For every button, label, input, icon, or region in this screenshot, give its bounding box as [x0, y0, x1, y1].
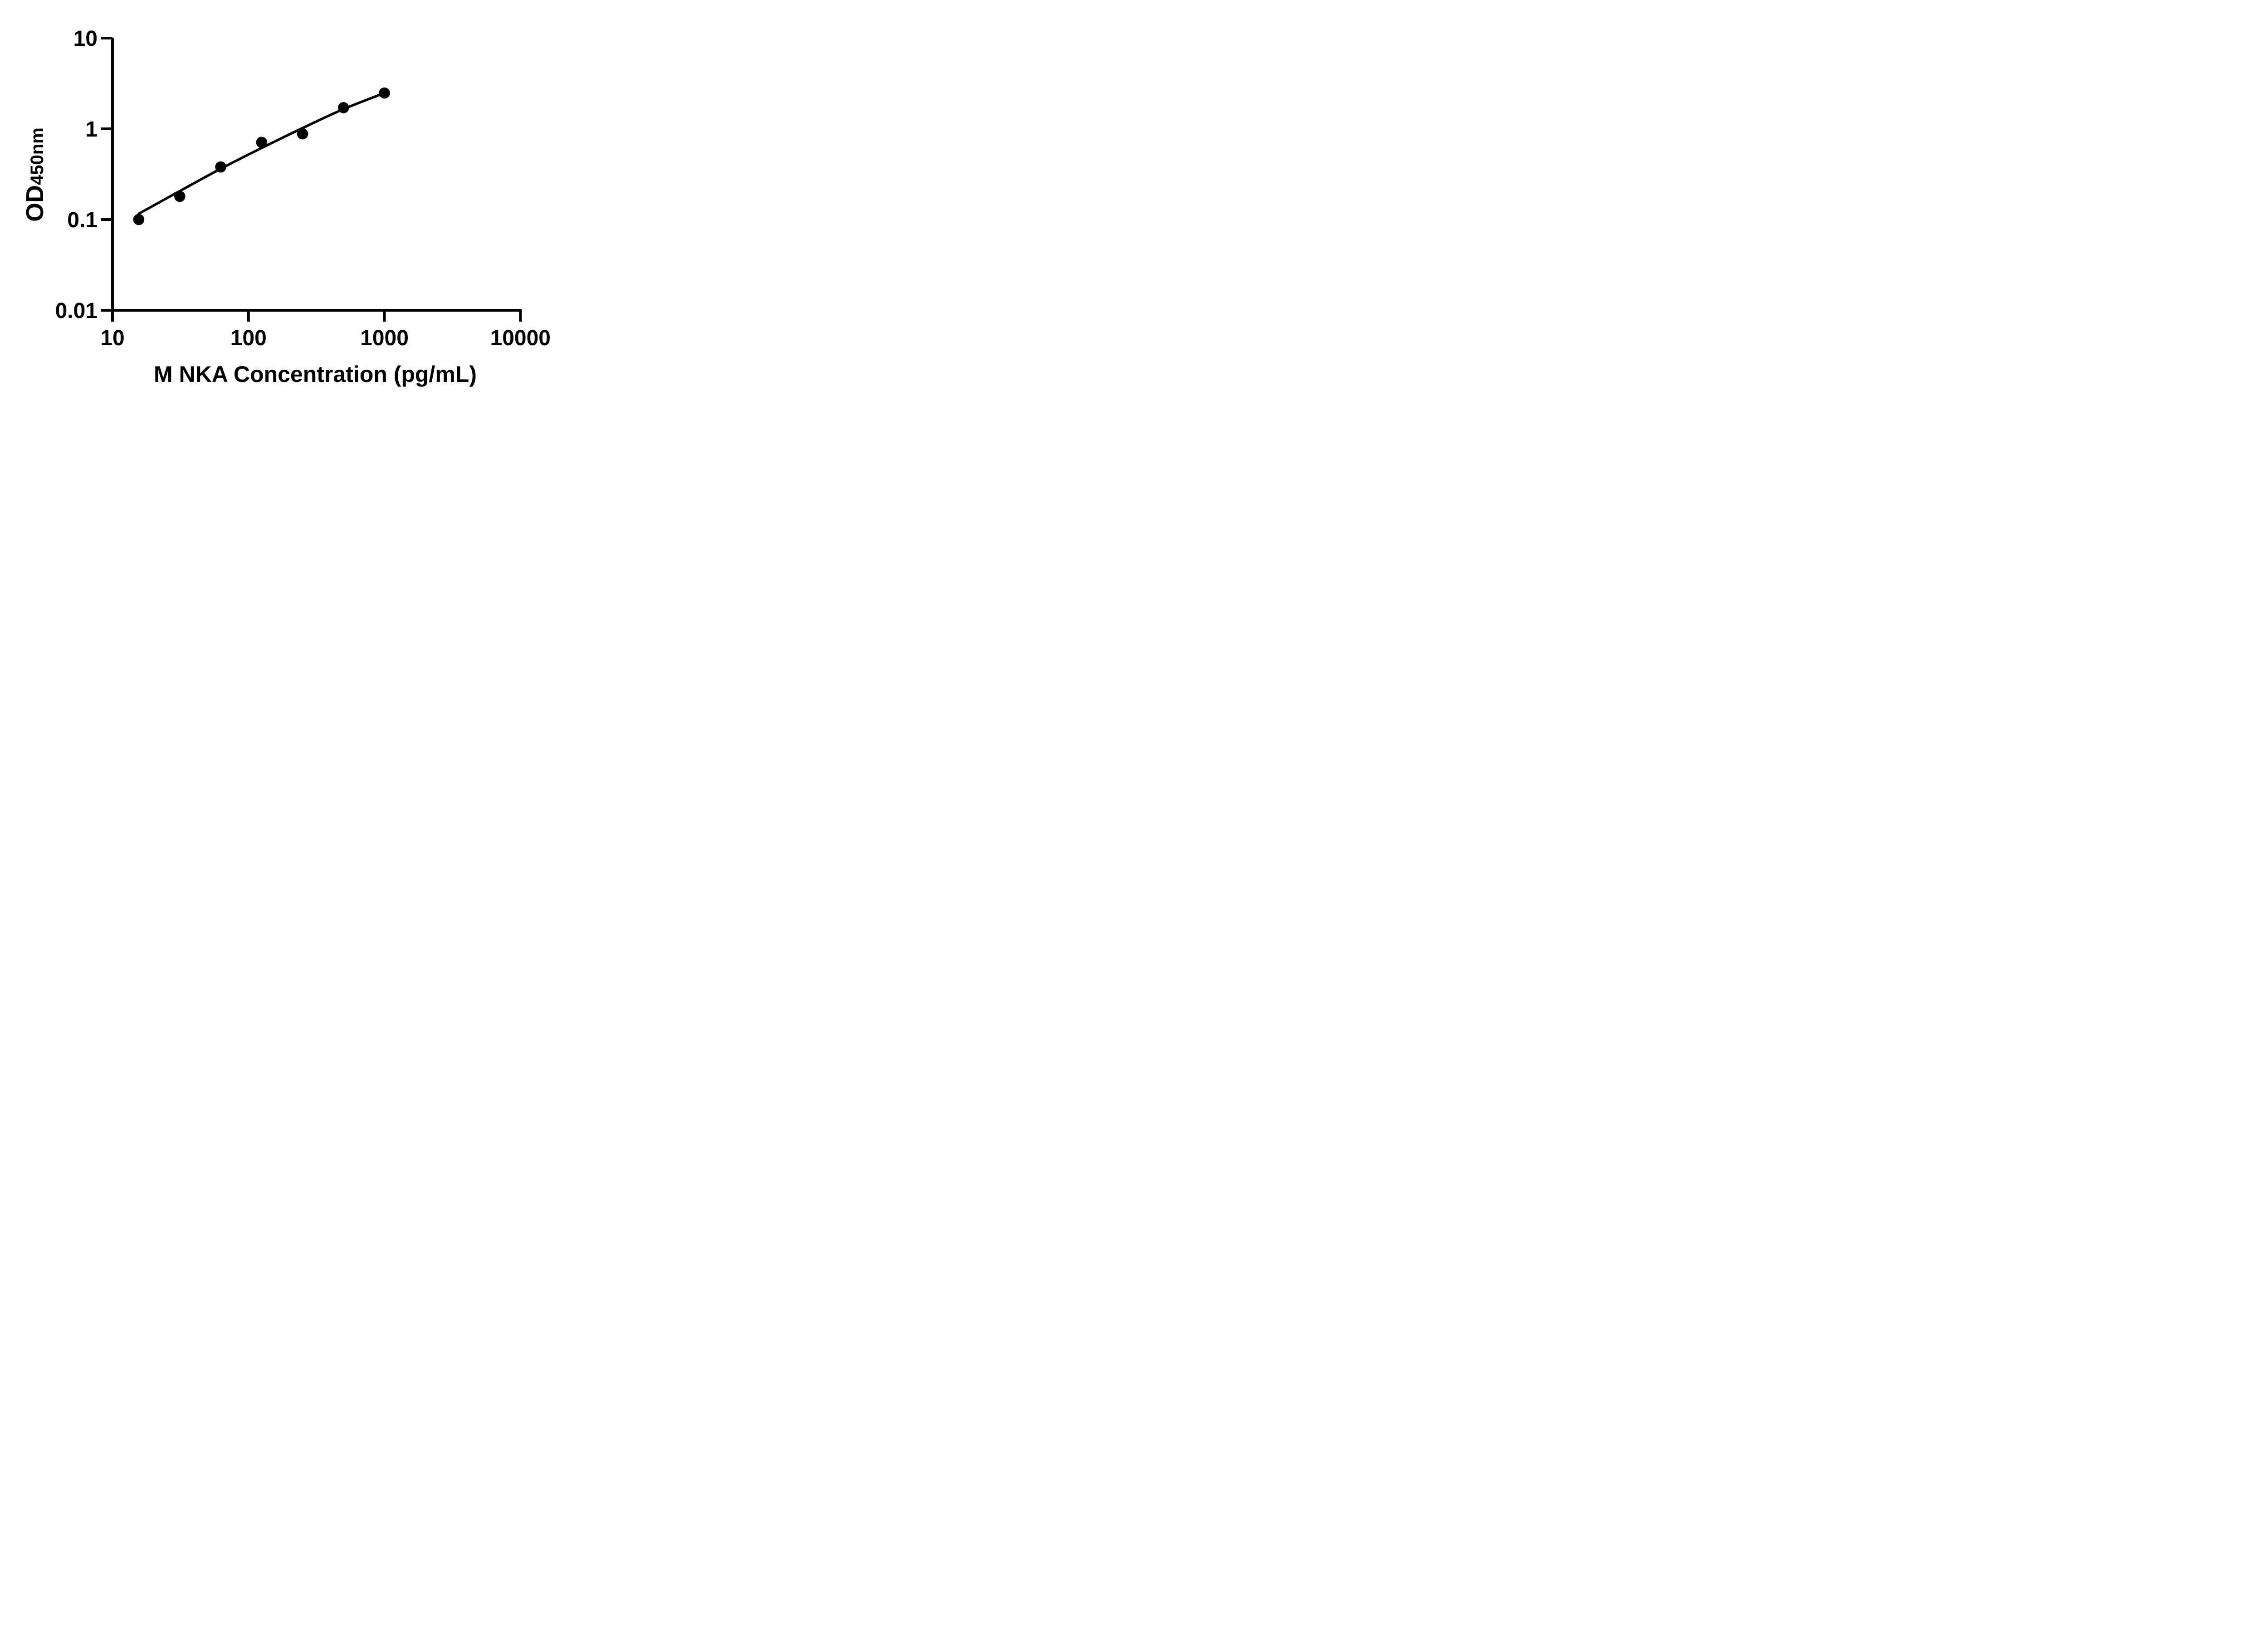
y-axis-title-main: OD [21, 185, 49, 222]
y-tick-label: 0.1 [67, 208, 98, 232]
x-tick-label: 1000 [360, 326, 409, 350]
data-point-marker [215, 161, 226, 173]
x-tick-label: 100 [230, 326, 267, 350]
x-axis-title-text: M NKA Concentration (pg/mL) [154, 362, 477, 387]
data-point-marker [297, 128, 308, 140]
data-point-marker [256, 137, 268, 148]
data-point-marker [337, 102, 349, 113]
x-tick-label: 10 [100, 326, 124, 350]
data-point-marker [174, 191, 186, 202]
x-tick-label: 10000 [490, 326, 551, 350]
y-tick-label: 0.01 [55, 299, 98, 323]
data-point-marker [133, 214, 145, 225]
elisa-standard-curve-figure: 10 1 0.1 0.01 10 100 1000 10000 M NKA Concentra… [0, 0, 583, 408]
y-tick-label: 1 [85, 117, 98, 142]
y-tick-label: 10 [73, 27, 98, 51]
x-axis-title: M NKA Concentration (pg/mL) [154, 363, 477, 386]
y-axis-title: OD450nm [21, 127, 49, 222]
y-axis-title-sub: 450nm [27, 127, 47, 185]
data-point-marker [379, 87, 390, 99]
